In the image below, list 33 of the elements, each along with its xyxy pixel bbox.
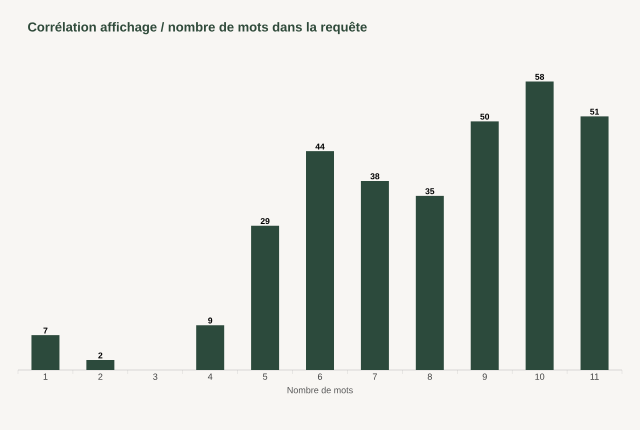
bar: [360, 181, 389, 370]
bar: [306, 151, 334, 370]
bar: [196, 325, 224, 370]
x-tick-label: 2: [98, 374, 102, 380]
x-tick-label: 4: [208, 374, 212, 380]
data-label: 35: [425, 188, 434, 194]
x-tick-label: 11: [590, 374, 599, 380]
bar: [470, 121, 499, 370]
chart-title: Corrélation affichage / nombre de mots dans la requête: [28, 22, 367, 34]
data-label: 50: [480, 114, 490, 120]
x-tick-label: 9: [482, 374, 487, 380]
data-label: 44: [315, 144, 325, 150]
data-label: 29: [260, 218, 270, 224]
data-label: 58: [535, 74, 544, 80]
x-tick-label: 1: [44, 374, 48, 380]
bar: [526, 82, 554, 370]
data-label: 7: [43, 328, 48, 334]
data-label: 51: [590, 108, 600, 115]
x-axis-title: Nombre de mots: [288, 386, 353, 394]
x-tick-label: 3: [153, 374, 158, 380]
bar: [86, 360, 114, 370]
x-tick-label: 8: [428, 374, 432, 380]
data-label: 2: [98, 352, 102, 358]
bar: [416, 196, 444, 370]
bar: [31, 335, 60, 370]
bar: [580, 116, 609, 370]
x-tick-label: 7: [372, 374, 377, 380]
bar: [251, 226, 280, 370]
x-tick-label: 5: [262, 374, 268, 380]
x-tick-label: 10: [535, 374, 544, 380]
data-label: 38: [370, 173, 380, 180]
x-tick-label: 6: [318, 374, 322, 380]
data-label: 9: [208, 318, 212, 324]
